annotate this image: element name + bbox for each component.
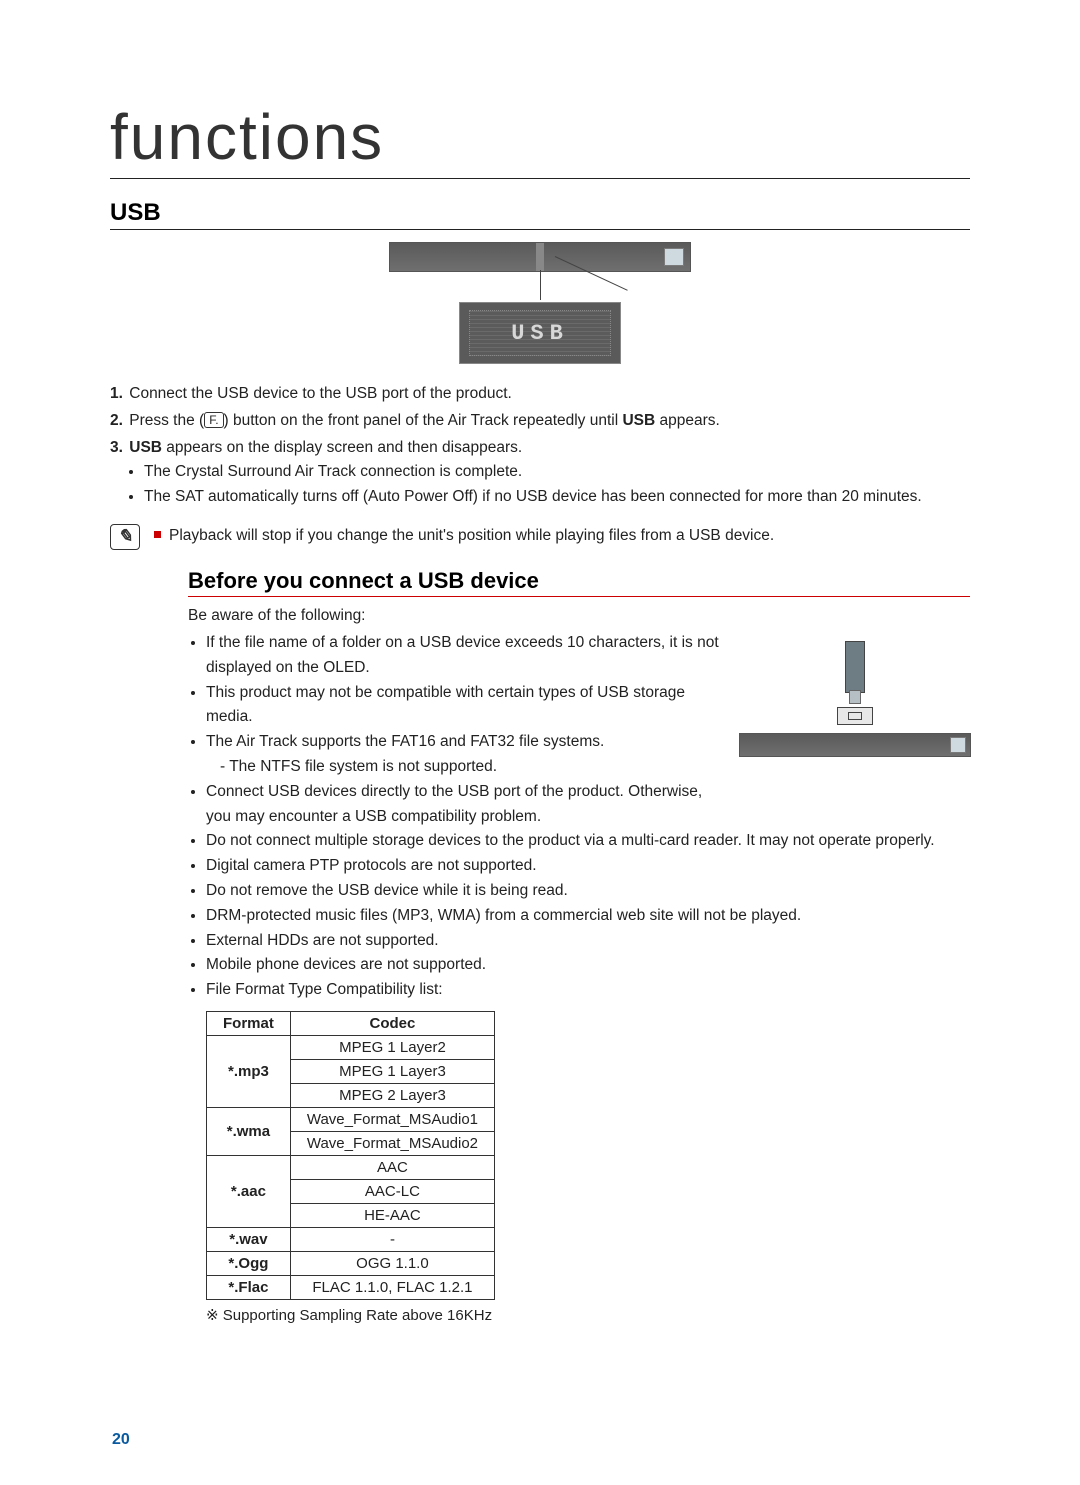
step-3-num: 3. bbox=[110, 439, 123, 456]
bullet-1: If the file name of a folder on a USB de… bbox=[206, 631, 720, 681]
table-row: *.OggOGG 1.1.0 bbox=[207, 1251, 495, 1275]
codec-table: Format Codec *.mp3MPEG 1 Layer2MPEG 1 La… bbox=[206, 1011, 495, 1300]
step-3-text: appears on the display screen and then d… bbox=[162, 439, 522, 456]
callout-line bbox=[540, 270, 541, 300]
cell-codec: Wave_Format_MSAudio2 bbox=[290, 1131, 494, 1155]
bullets-bottom: Do not connect multiple storage devices … bbox=[206, 829, 970, 1003]
bullet-2: This product may not be compatible with … bbox=[206, 681, 720, 731]
function-button-icon: F. bbox=[204, 412, 223, 428]
bullet-3-text: The Air Track supports the FAT16 and FAT… bbox=[206, 733, 604, 750]
soundbar-graphic bbox=[389, 242, 691, 272]
cell-codec: AAC bbox=[290, 1155, 494, 1179]
bullet-6: Digital camera PTP protocols are not sup… bbox=[206, 854, 970, 879]
cell-codec: FLAC 1.1.0, FLAC 1.2.1 bbox=[290, 1275, 494, 1299]
cell-codec: HE-AAC bbox=[290, 1203, 494, 1227]
soundbar-small-graphic bbox=[739, 733, 971, 757]
soundbar-center bbox=[536, 243, 544, 271]
bullet-8: DRM-protected music files (MP3, WMA) fro… bbox=[206, 904, 970, 929]
table-row: *.mp3MPEG 1 Layer2 bbox=[207, 1035, 495, 1059]
bullet-3: The Air Track supports the FAT16 and FAT… bbox=[206, 730, 720, 780]
cell-codec: MPEG 2 Layer3 bbox=[290, 1083, 494, 1107]
footnote-text: Supporting Sampling Rate above 16KHz bbox=[219, 1307, 493, 1324]
step-2-b: ) button on the front panel of the Air T… bbox=[224, 412, 623, 429]
footnote: ※ Supporting Sampling Rate above 16KHz bbox=[206, 1306, 970, 1324]
note-row: ✎ Playback will stop if you change the u… bbox=[110, 524, 970, 550]
cell-codec: MPEG 1 Layer3 bbox=[290, 1059, 494, 1083]
step-2-a: Press the ( bbox=[129, 412, 204, 429]
note-bullet-icon bbox=[154, 531, 161, 538]
step-3-sublist: The Crystal Surround Air Track connectio… bbox=[144, 460, 970, 510]
th-codec: Codec bbox=[290, 1011, 494, 1035]
subsection-before-connect: Before you connect a USB device Be aware… bbox=[188, 568, 970, 1324]
aware-text: Be aware of the following: bbox=[188, 607, 970, 625]
cell-format: *.wav bbox=[207, 1227, 291, 1251]
steps-list: 1. Connect the USB device to the USB por… bbox=[110, 382, 970, 510]
section-title-usb: USB bbox=[110, 199, 970, 230]
cell-format: *.Flac bbox=[207, 1275, 291, 1299]
th-format: Format bbox=[207, 1011, 291, 1035]
step-1: 1. Connect the USB device to the USB por… bbox=[110, 382, 970, 407]
sub-heading: Before you connect a USB device bbox=[188, 568, 970, 597]
note-text-wrap: Playback will stop if you change the uni… bbox=[154, 524, 774, 549]
bullet-5: Do not connect multiple storage devices … bbox=[206, 829, 970, 854]
note-icon: ✎ bbox=[110, 524, 140, 550]
usb-connect-diagram bbox=[740, 641, 970, 757]
table-body: *.mp3MPEG 1 Layer2MPEG 1 Layer3MPEG 2 La… bbox=[207, 1035, 495, 1299]
step-2-bold: USB bbox=[622, 412, 655, 429]
cell-format: *.Ogg bbox=[207, 1251, 291, 1275]
step-3: 3. USB appears on the display screen and… bbox=[110, 436, 970, 510]
table-row: *.aacAAC bbox=[207, 1155, 495, 1179]
step-1-text: Connect the USB device to the USB port o… bbox=[129, 385, 512, 402]
diagram-column: USB bbox=[389, 242, 691, 364]
step-3-bold: USB bbox=[129, 439, 162, 456]
step-2: 2. Press the (F.) button on the front pa… bbox=[110, 409, 970, 434]
bullet-3-sub: The NTFS file system is not supported. bbox=[220, 755, 720, 780]
cell-codec: MPEG 1 Layer2 bbox=[290, 1035, 494, 1059]
bullet-10: Mobile phone devices are not supported. bbox=[206, 953, 970, 978]
display-box: USB bbox=[459, 302, 621, 364]
cell-format: *.aac bbox=[207, 1155, 291, 1227]
page: functions USB USB 1. Connect the USB dev… bbox=[0, 0, 1080, 1485]
bullet-7: Do not remove the USB device while it is… bbox=[206, 879, 970, 904]
step-1-num: 1. bbox=[110, 385, 123, 402]
table-row: *.wav- bbox=[207, 1227, 495, 1251]
bullet-9: External HDDs are not supported. bbox=[206, 929, 970, 954]
right-column bbox=[740, 631, 970, 829]
table-header-row: Format Codec bbox=[207, 1011, 495, 1035]
cell-codec: Wave_Format_MSAudio1 bbox=[290, 1107, 494, 1131]
cell-format: *.mp3 bbox=[207, 1035, 291, 1107]
cell-codec: OGG 1.1.0 bbox=[290, 1251, 494, 1275]
cell-format: *.wma bbox=[207, 1107, 291, 1155]
page-title: functions bbox=[110, 100, 970, 179]
page-number: 20 bbox=[112, 1431, 130, 1449]
display-text: USB bbox=[511, 321, 569, 346]
step-2-num: 2. bbox=[110, 412, 123, 429]
cell-codec: AAC-LC bbox=[290, 1179, 494, 1203]
footnote-mark: ※ bbox=[206, 1307, 219, 1324]
table-row: *.FlacFLAC 1.1.0, FLAC 1.2.1 bbox=[207, 1275, 495, 1299]
step-3-sub-1: The Crystal Surround Air Track connectio… bbox=[144, 460, 970, 485]
display-inner: USB bbox=[469, 310, 611, 356]
note-text: Playback will stop if you change the uni… bbox=[169, 527, 774, 544]
step-2-c: appears. bbox=[655, 412, 720, 429]
bullet-11: File Format Type Compatibility list: bbox=[206, 978, 970, 1003]
table-row: *.wmaWave_Format_MSAudio1 bbox=[207, 1107, 495, 1131]
bullet-4: Connect USB devices directly to the USB … bbox=[206, 780, 720, 830]
usb-stick-icon bbox=[845, 641, 865, 693]
two-column: If the file name of a folder on a USB de… bbox=[188, 631, 970, 829]
usb-port-icon bbox=[837, 707, 873, 725]
usb-display-diagram: USB bbox=[110, 242, 970, 364]
soundbar-panel bbox=[664, 248, 684, 266]
bullet-3a: The NTFS file system is not supported. bbox=[220, 755, 720, 780]
bullets-top: If the file name of a folder on a USB de… bbox=[206, 631, 720, 829]
step-3-sub-2: The SAT automatically turns off (Auto Po… bbox=[144, 485, 970, 510]
left-column: If the file name of a folder on a USB de… bbox=[188, 631, 720, 829]
cell-codec: - bbox=[290, 1227, 494, 1251]
